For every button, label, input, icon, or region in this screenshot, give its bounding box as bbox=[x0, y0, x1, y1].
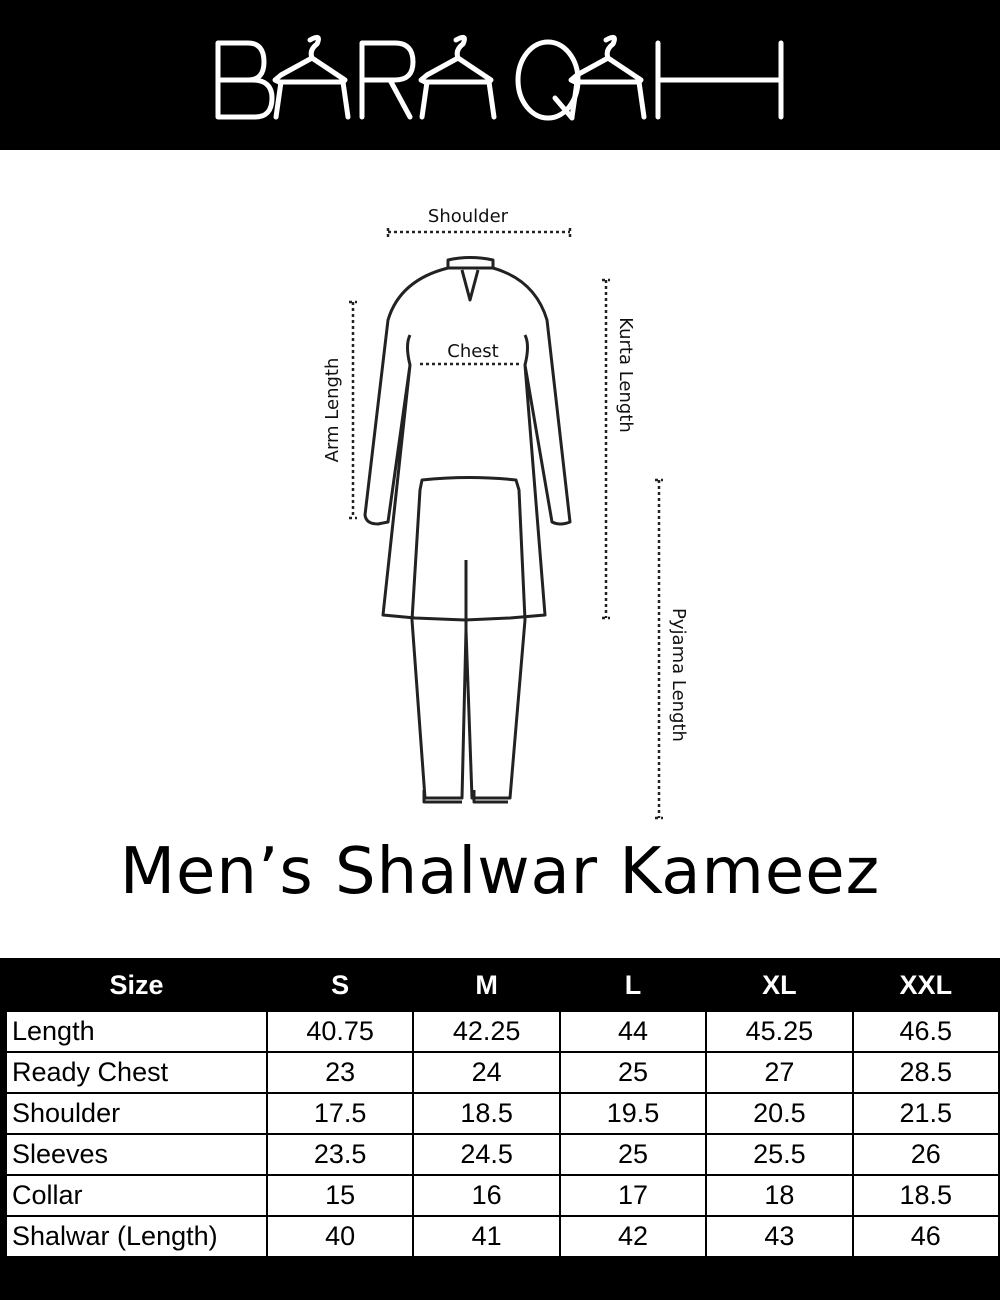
table-cell: 45.25 bbox=[705, 1010, 854, 1053]
row-label: Ready Chest bbox=[5, 1051, 268, 1094]
table-cell: 16 bbox=[412, 1174, 561, 1217]
table-row: Collar 15 16 17 18 18.5 bbox=[5, 1174, 1000, 1217]
table-cell: 42.25 bbox=[412, 1010, 561, 1053]
table-cell: 46.5 bbox=[851, 1010, 1000, 1053]
table-cell: 40.75 bbox=[265, 1010, 415, 1053]
table-cell: 27 bbox=[705, 1051, 854, 1094]
kurta-length-label: Kurta Length bbox=[615, 317, 636, 433]
header-size: Size bbox=[6, 960, 267, 1011]
table-cell: 17.5 bbox=[265, 1092, 415, 1135]
table-cell: 46 bbox=[851, 1215, 1000, 1258]
table-row: Ready Chest 23 24 25 27 28.5 bbox=[5, 1051, 1000, 1094]
arm-length-label: Arm Length bbox=[322, 358, 343, 463]
garment-diagram: Shoulder Chest Arm Length Kurta Length P… bbox=[322, 206, 689, 820]
size-chart: Size S M L XL XXL Length 40.75 42.25 44 45.2… bbox=[0, 958, 1000, 1300]
row-label: Collar bbox=[5, 1174, 268, 1217]
table-cell: 20.5 bbox=[705, 1092, 854, 1135]
header-s: S bbox=[266, 960, 414, 1011]
row-label: Shoulder bbox=[5, 1092, 268, 1135]
shoulder-label: Shoulder bbox=[428, 206, 509, 227]
table-cell: 17 bbox=[558, 1174, 708, 1217]
table-header-row: Size S M L XL XXL bbox=[6, 960, 999, 1011]
row-label: Sleeves bbox=[5, 1133, 268, 1176]
table-cell: 18 bbox=[705, 1174, 854, 1217]
header-xxl: XXL bbox=[852, 960, 999, 1011]
row-label: Length bbox=[5, 1010, 268, 1053]
table-cell: 42 bbox=[558, 1215, 708, 1258]
brand-header bbox=[0, 0, 1000, 150]
table-cell: 25 bbox=[558, 1133, 708, 1176]
table-cell: 21.5 bbox=[851, 1092, 1000, 1135]
table-row: Shoulder 17.5 18.5 19.5 20.5 21.5 bbox=[5, 1092, 1000, 1135]
table-row: Shalwar (Length) 40 41 42 43 46 bbox=[5, 1215, 1000, 1258]
table-cell: 40 bbox=[265, 1215, 415, 1258]
table-cell: 25 bbox=[558, 1051, 708, 1094]
chest-label: Chest bbox=[447, 341, 499, 362]
pyjama-outline bbox=[410, 476, 527, 800]
table-cell: 44 bbox=[558, 1010, 708, 1053]
table-row: Sleeves 23.5 24.5 25 25.5 26 bbox=[5, 1133, 1000, 1176]
header-m: M bbox=[413, 960, 560, 1011]
table-cell: 24.5 bbox=[412, 1133, 561, 1176]
table-cell: 18.5 bbox=[412, 1092, 561, 1135]
pyjama-length-label: Pyjama Length bbox=[668, 608, 689, 742]
table-cell: 19.5 bbox=[558, 1092, 708, 1135]
table-cell: 18.5 bbox=[851, 1174, 1000, 1217]
table-cell: 26 bbox=[851, 1133, 1000, 1176]
table-cell: 23 bbox=[265, 1051, 415, 1094]
table-cell: 24 bbox=[412, 1051, 561, 1094]
table-cell: 15 bbox=[265, 1174, 415, 1217]
table-cell: 41 bbox=[412, 1215, 561, 1258]
brand-logo bbox=[215, 34, 784, 121]
table-row: Length 40.75 42.25 44 45.25 46.5 bbox=[5, 1010, 1000, 1053]
page-title: Men’s Shalwar Kameez bbox=[119, 835, 881, 909]
table-cell: 43 bbox=[705, 1215, 854, 1258]
table-cell: 23.5 bbox=[265, 1133, 415, 1176]
header-l: L bbox=[559, 960, 707, 1011]
header-xl: XL bbox=[706, 960, 853, 1011]
row-label: Shalwar (Length) bbox=[5, 1215, 268, 1258]
size-table: Size S M L XL XXL Length 40.75 42.25 44 45.2… bbox=[5, 960, 1000, 1258]
table-cell: 28.5 bbox=[851, 1051, 1000, 1094]
table-cell: 25.5 bbox=[705, 1133, 854, 1176]
